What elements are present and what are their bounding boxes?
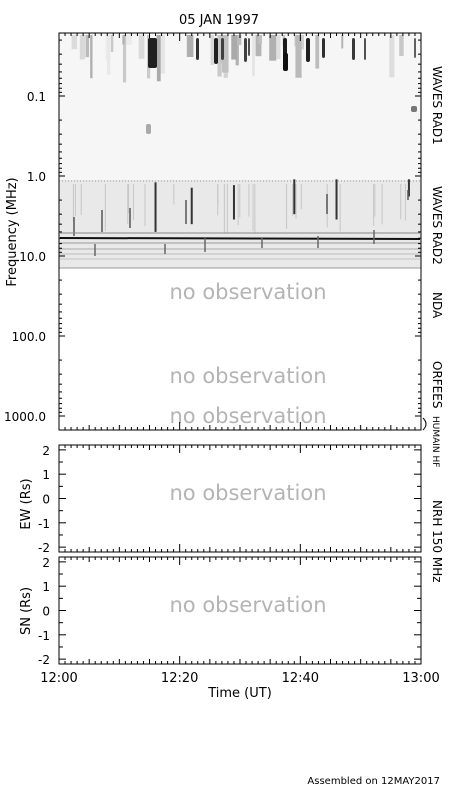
rad1-background: [59, 33, 421, 180]
rad1-burst-blob: [322, 38, 325, 58]
rad1-burst-blob: [214, 38, 218, 64]
label-waves-rad2: WAVES RAD2: [430, 186, 444, 265]
spectrum-y-ticks: 0.1 1.0 10.0 100.0 1000.0: [4, 39, 421, 424]
time-tick-label: 12:20: [161, 671, 198, 686]
rad2-interference-line: [59, 237, 421, 240]
sn-tick-label: -2: [38, 653, 50, 667]
spectrum-panel: 0.1 1.0 10.0 100.0 1000.0 Frequency (MHz) no…: [4, 32, 427, 431]
time-ticks: [58, 33, 422, 664]
rad1-features: [71, 35, 417, 134]
sn-y-label: SN (Rs): [19, 587, 34, 635]
orfees-no-observation-1: no observation: [169, 364, 326, 388]
ew-tick-label: 0: [42, 493, 50, 507]
rad1-burst-blob: [283, 38, 287, 56]
rad1-texture: [275, 35, 281, 60]
ew-tick-label: 2: [42, 444, 50, 458]
rad1-texture: [217, 35, 222, 77]
ew-tick-label: 1: [42, 468, 50, 482]
rad1-texture: [125, 35, 132, 46]
rad1-texture: [122, 35, 125, 45]
x-axis-label: Time (UT): [207, 686, 272, 701]
ew-tick-label: -2: [38, 541, 50, 555]
rad1-texture: [105, 35, 109, 61]
rad1-texture: [315, 35, 320, 69]
spectrum-tick-label: 1000.0: [4, 410, 46, 424]
time-tick-label: 12:00: [40, 671, 77, 686]
rad1-texture: [252, 35, 255, 77]
rad1-burst-blob: [248, 38, 250, 56]
rad1-texture: [107, 35, 111, 75]
rad1-texture: [90, 35, 93, 79]
time-tick-label: 13:00: [402, 671, 439, 686]
rad1-texture: [221, 35, 229, 73]
sn-y-ticks: 2 1 0 -1 -2: [38, 556, 421, 667]
rad1-texture: [255, 35, 262, 57]
rad1-texture: [122, 35, 127, 83]
spectrum-tick-label: 100.0: [12, 330, 46, 344]
ew-y-ticks: 2 1 0 -1 -2: [38, 444, 421, 555]
rad1-texture: [186, 35, 194, 58]
rad1-texture: [299, 35, 304, 50]
ew-tick-label: -1: [38, 517, 50, 531]
rad2-features: [59, 179, 421, 260]
rad1-burst-blob: [244, 38, 247, 62]
rad1-burst-blob: [283, 53, 288, 71]
label-waves-rad1: WAVES RAD1: [430, 66, 444, 145]
rad1-texture: [158, 35, 166, 74]
humain-bracket: [422, 417, 427, 431]
rad1-texture: [231, 35, 238, 60]
time-tick-labels: 12:00 12:20 12:40 13:00: [40, 671, 439, 686]
label-nda: NDA: [430, 292, 444, 319]
ew-y-label: EW (Rs): [19, 478, 34, 529]
rad1-texture: [258, 35, 262, 44]
rad1-burst-blob: [414, 38, 416, 58]
label-humain-hf: HUMAIN HF: [430, 416, 440, 467]
rad1-burst-blob: [221, 38, 224, 60]
label-nrh-150: NRH 150 MHz: [430, 500, 444, 583]
sn-panel: 2 1 0 -1 -2 SN (Rs) no observation: [19, 556, 422, 667]
rad1-texture: [71, 35, 78, 50]
sn-tick-label: -1: [38, 629, 50, 643]
rad1-burst-blob: [364, 38, 366, 60]
ew-panel: 2 1 0 -1 -2 EW (Rs) no observation: [19, 444, 422, 555]
rad1-texture: [295, 35, 302, 78]
rad1-texture: [269, 35, 277, 61]
spectrum-tick-label: 1.0: [27, 170, 46, 184]
rad1-texture: [341, 35, 344, 49]
rad1-texture: [236, 35, 242, 46]
rad1-texture: [79, 35, 86, 60]
rad1-texture: [138, 35, 145, 59]
nda-no-observation: no observation: [169, 280, 326, 304]
rad1-burst-blob: [306, 38, 310, 62]
rad1-texture: [399, 35, 404, 56]
rad1-texture: [389, 35, 395, 78]
ew-no-observation: no observation: [169, 481, 326, 505]
rad1-burst-blob: [148, 38, 157, 68]
rad1-texture: [156, 35, 161, 82]
sn-no-observation: no observation: [169, 593, 326, 617]
sn-tick-label: 2: [42, 556, 50, 570]
rad1-texture: [110, 35, 114, 52]
time-tick-label: 12:40: [282, 671, 319, 686]
spectrum-tick-label: 0.1: [27, 90, 46, 104]
sn-tick-label: 0: [42, 605, 50, 619]
rad1-texture: [210, 35, 214, 66]
spectrum-tick-label: 10.0: [19, 250, 46, 264]
rad1-texture: [85, 35, 90, 58]
rad1-speck: [411, 106, 417, 112]
rad1-burst-blob: [352, 38, 355, 60]
rad1-speck: [146, 124, 151, 134]
label-orfees: ORFEES: [430, 361, 444, 408]
chart-title: 05 JAN 1997: [179, 13, 259, 28]
rad1-texture: [235, 35, 239, 66]
orfees-no-observation-2: no observation: [169, 404, 326, 428]
rad1-burst-blob: [196, 38, 199, 60]
assembled-footer: Assembled on 12MAY2017: [307, 776, 440, 787]
spectrum-y-label: Frequency (MHz): [5, 177, 20, 286]
sn-tick-label: 1: [42, 580, 50, 594]
